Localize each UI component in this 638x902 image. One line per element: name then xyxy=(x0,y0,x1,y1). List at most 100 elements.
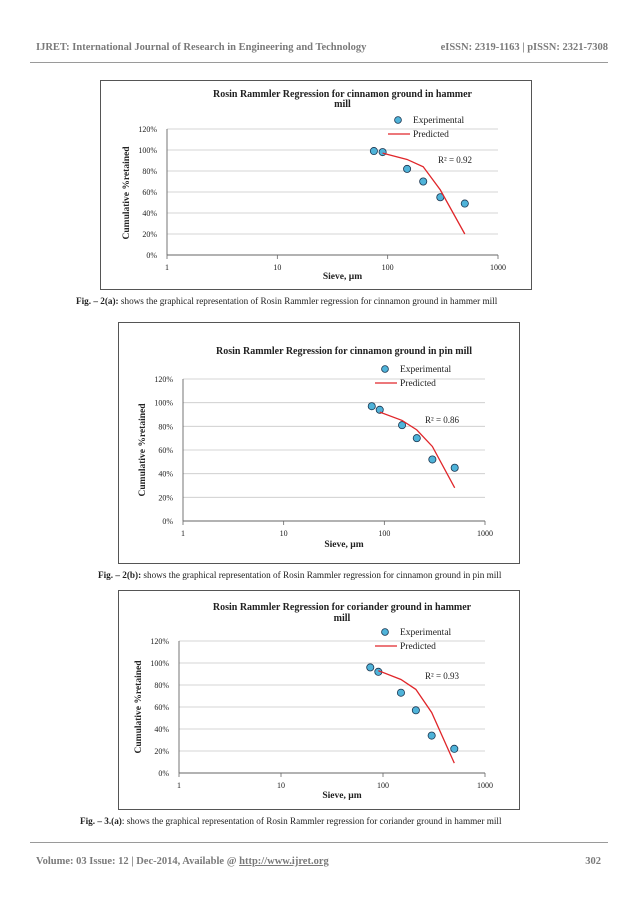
legend-marker-experimental xyxy=(394,116,402,124)
legend-label-predicted: Predicted xyxy=(400,642,436,652)
caption-label: Fig. – 2(a): xyxy=(76,296,119,306)
data-point xyxy=(460,199,469,208)
y-tick-label: 20% xyxy=(158,493,173,502)
legend-marker-experimental xyxy=(381,365,389,373)
x-axis-label: Sieve, µm xyxy=(323,272,362,282)
footer-rule xyxy=(30,842,608,843)
y-tick-label: 60% xyxy=(142,188,157,197)
caption-text: shows the graphical representation of Ro… xyxy=(118,296,498,306)
data-point xyxy=(369,147,378,156)
legend-marker-experimental xyxy=(381,628,389,636)
legend-label-predicted: Predicted xyxy=(413,130,449,140)
data-point xyxy=(450,463,459,472)
chart-title: Rosin Rammler Regression for cinnamon gr… xyxy=(213,89,473,100)
y-axis-label: Cumulative %retained xyxy=(134,660,144,754)
y-tick-label: 0% xyxy=(162,517,173,526)
x-tick-label: 10 xyxy=(277,781,285,790)
footer-volume-text: Volume: 03 Issue: 12 | Dec-2014, Availab… xyxy=(36,856,240,867)
data-point xyxy=(378,148,387,157)
y-tick-label: 100% xyxy=(154,399,173,408)
caption-label: Fig. – 2(b): xyxy=(98,570,142,580)
header-rule xyxy=(30,62,608,63)
r-squared-annotation: R² = 0.93 xyxy=(425,671,460,681)
y-tick-label: 120% xyxy=(154,375,173,384)
chart-title: mill xyxy=(334,613,351,624)
page-header: IJRET: International Journal of Research… xyxy=(36,42,608,53)
journal-link[interactable]: http://www.ijret.org xyxy=(239,856,329,867)
data-point xyxy=(419,177,428,186)
caption-2a: Fig. – 2(a): shows the graphical represe… xyxy=(76,296,497,306)
data-point xyxy=(396,688,405,697)
figure-3a: Rosin Rammler Regression for coriander g… xyxy=(118,590,520,810)
y-tick-label: 100% xyxy=(138,146,157,155)
y-tick-label: 0% xyxy=(158,769,169,778)
y-tick-label: 40% xyxy=(158,470,173,479)
issn: eISSN: 2319-1163 | pISSN: 2321-7308 xyxy=(440,42,608,53)
r-squared-annotation: R² = 0.92 xyxy=(438,155,472,165)
data-point xyxy=(428,455,437,464)
x-tick-label: 100 xyxy=(378,529,390,538)
data-point xyxy=(398,421,407,430)
x-axis-label: Sieve, µm xyxy=(324,540,363,550)
x-tick-label: 1 xyxy=(181,529,185,538)
chart-title: Rosin Rammler Regression for coriander g… xyxy=(213,602,472,613)
journal-name: IJRET: International Journal of Research… xyxy=(36,42,367,53)
data-point xyxy=(450,744,459,753)
x-tick-label: 100 xyxy=(377,781,389,790)
y-tick-label: 80% xyxy=(142,167,157,176)
x-tick-label: 1 xyxy=(165,263,169,272)
y-axis-label: Cumulative %retained xyxy=(122,146,132,240)
x-tick-label: 10 xyxy=(280,529,288,538)
x-tick-label: 1 xyxy=(177,781,181,790)
caption-2b: Fig. – 2(b): shows the graphical represe… xyxy=(98,570,501,580)
y-tick-label: 120% xyxy=(138,125,157,134)
y-tick-label: 80% xyxy=(158,422,173,431)
data-point xyxy=(375,405,384,414)
figure-2b: Rosin Rammler Regression for cinnamon gr… xyxy=(118,322,520,564)
x-tick-label: 1000 xyxy=(477,529,493,538)
y-tick-label: 60% xyxy=(158,446,173,455)
data-point xyxy=(366,663,375,672)
legend-label-experimental: Experimental xyxy=(400,628,452,638)
x-axis-label: Sieve, µm xyxy=(322,791,361,801)
x-tick-label: 1000 xyxy=(477,781,493,790)
caption-3a: Fig. – 3.(a): shows the graphical repres… xyxy=(80,816,502,826)
data-point xyxy=(367,402,376,411)
caption-label: Fig. – 3.(a) xyxy=(80,816,122,826)
y-tick-label: 40% xyxy=(154,725,169,734)
y-tick-label: 120% xyxy=(150,637,169,646)
x-tick-label: 1000 xyxy=(490,263,506,272)
chart-3a: Rosin Rammler Regression for coriander g… xyxy=(134,602,493,801)
chart-title: mill xyxy=(334,99,351,110)
legend-label-experimental: Experimental xyxy=(400,365,452,375)
data-point xyxy=(412,434,421,443)
predicted-line xyxy=(382,152,466,235)
x-tick-label: 100 xyxy=(382,263,394,272)
data-point xyxy=(427,731,436,740)
y-tick-label: 100% xyxy=(150,659,169,668)
y-tick-label: 20% xyxy=(142,230,157,239)
predicted-line xyxy=(378,670,455,764)
chart-2a: Rosin Rammler Regression for cinnamon gr… xyxy=(122,89,506,282)
data-point xyxy=(403,164,412,173)
y-axis-label: Cumulative %retained xyxy=(138,403,148,497)
y-tick-label: 20% xyxy=(154,747,169,756)
legend-label-predicted: Predicted xyxy=(400,379,436,389)
caption-text: : shows the graphical representation of … xyxy=(121,816,502,826)
y-tick-label: 60% xyxy=(154,703,169,712)
page-footer: Volume: 03 Issue: 12 | Dec-2014, Availab… xyxy=(36,856,601,867)
r-squared-annotation: R² = 0.86 xyxy=(425,415,460,425)
y-tick-label: 40% xyxy=(142,209,157,218)
footer-volume: Volume: 03 Issue: 12 | Dec-2014, Availab… xyxy=(36,856,329,867)
y-tick-label: 80% xyxy=(154,681,169,690)
y-tick-label: 0% xyxy=(146,251,157,260)
legend-label-experimental: Experimental xyxy=(413,116,465,126)
data-point xyxy=(411,706,420,715)
chart-2b: Rosin Rammler Regression for cinnamon gr… xyxy=(138,346,493,550)
caption-text: shows the graphical representation of Ro… xyxy=(141,570,502,580)
x-tick-label: 10 xyxy=(273,263,281,272)
predicted-line xyxy=(379,411,456,489)
page-number: 302 xyxy=(585,856,601,867)
chart-title: Rosin Rammler Regression for cinnamon gr… xyxy=(216,346,472,357)
figure-2a: Rosin Rammler Regression for cinnamon gr… xyxy=(100,80,532,290)
